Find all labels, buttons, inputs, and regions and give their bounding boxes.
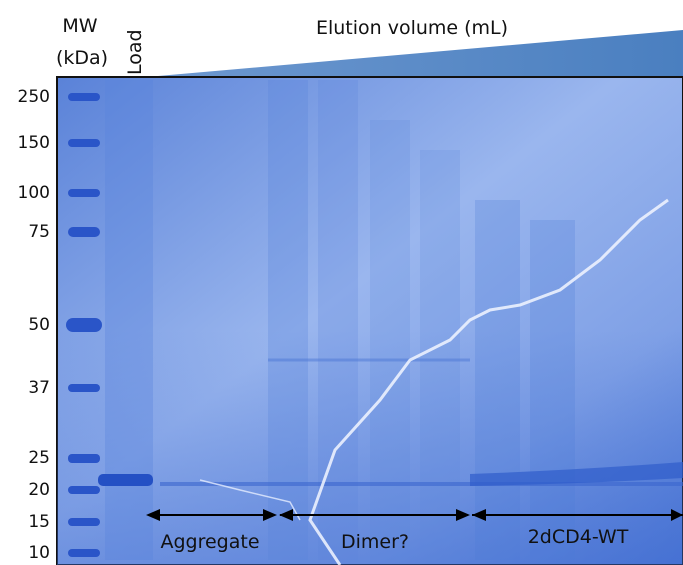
mw-marker-label: 250 — [18, 87, 50, 107]
load-label: Load — [124, 29, 146, 75]
mw-marker-label: 50 — [28, 315, 50, 335]
mw-marker-label: 100 — [18, 183, 50, 203]
mw-unit: (kDa) — [56, 47, 108, 69]
mw-marker-label: 25 — [28, 448, 50, 468]
gel — [56, 76, 683, 565]
range-label: Aggregate — [160, 531, 259, 553]
mw-marker-label: 150 — [18, 133, 50, 153]
mw-label: MW — [62, 15, 97, 37]
mw-marker-label: 15 — [28, 512, 50, 532]
mw-marker-label: 37 — [28, 378, 50, 398]
mw-marker-label: 10 — [28, 543, 50, 563]
range-label: Dimer? — [341, 531, 409, 553]
mw-markers: 250 150 100 75 50 37 25 20 15 10 — [18, 87, 50, 563]
range-label: 2dCD4-WT — [528, 526, 629, 548]
mw-marker-label: 20 — [28, 480, 50, 500]
range-arrows — [146, 509, 683, 521]
mw-marker-label: 75 — [28, 222, 50, 242]
title: Elution volume (mL) — [316, 17, 508, 39]
gradient-wedge — [158, 30, 683, 76]
